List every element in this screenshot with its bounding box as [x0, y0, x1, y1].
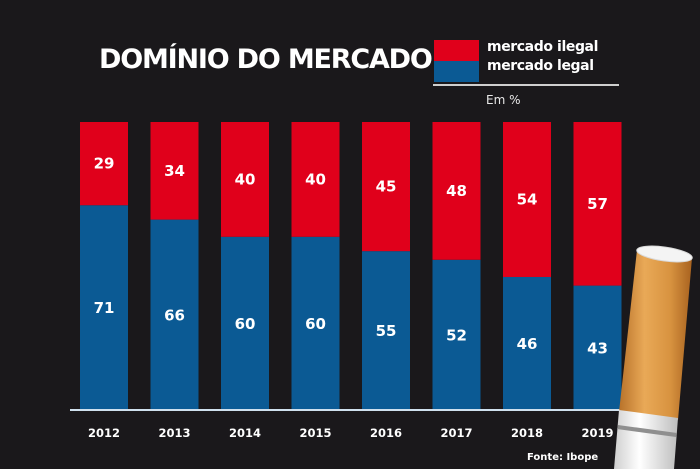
label-ilegal-2018: 54 — [517, 190, 538, 208]
cigarette-band — [617, 425, 677, 437]
source-note: Fonte: Ibope — [527, 452, 599, 463]
bar-legal-2018 — [503, 276, 551, 409]
bar-legal-2015 — [291, 236, 340, 409]
legend-divider — [433, 84, 619, 86]
bar-legal-2012 — [80, 205, 128, 409]
x-tick-2013: 2013 — [158, 426, 190, 440]
legend-label-legal: mercado legal — [487, 58, 594, 74]
legend-swatch-legal — [434, 61, 479, 82]
label-legal-2013: 66 — [164, 306, 185, 324]
bar-legal-2013 — [150, 219, 199, 409]
label-ilegal-2013: 34 — [164, 162, 185, 180]
bar-ilegal-2017 — [432, 122, 481, 260]
label-legal-2015: 60 — [305, 315, 326, 333]
bar-ilegal-2012 — [80, 122, 128, 206]
x-tick-2019: 2019 — [581, 426, 613, 440]
bar-ilegal-2014 — [221, 122, 269, 237]
cigarette-tip — [636, 245, 693, 263]
x-tick-2015: 2015 — [299, 426, 331, 440]
unit-label: Em % — [486, 93, 521, 107]
x-tick-2018: 2018 — [511, 426, 543, 440]
label-ilegal-2012: 29 — [94, 155, 115, 173]
bar-legal-2016 — [362, 251, 410, 409]
chart-title: DOMÍNIO DO MERCADO — [99, 44, 433, 75]
label-legal-2014: 60 — [235, 315, 256, 333]
bar-ilegal-2013 — [150, 122, 199, 220]
label-ilegal-2015: 40 — [305, 170, 326, 188]
x-tick-2017: 2017 — [440, 426, 472, 440]
label-ilegal-2014: 40 — [235, 170, 256, 188]
label-legal-2018: 46 — [517, 335, 538, 353]
legend-label-ilegal: mercado ilegal — [487, 39, 599, 55]
label-legal-2019: 43 — [587, 339, 608, 357]
bar-legal-2017 — [432, 259, 481, 409]
x-tick-2014: 2014 — [229, 426, 261, 440]
label-legal-2016: 55 — [376, 322, 397, 340]
label-legal-2017: 52 — [446, 326, 467, 344]
x-tick-2016: 2016 — [370, 426, 402, 440]
label-legal-2012: 71 — [94, 299, 115, 317]
bar-legal-2014 — [221, 236, 269, 409]
cigarette-illustration — [614, 245, 693, 469]
x-tick-2012: 2012 — [88, 426, 120, 440]
bar-ilegal-2019 — [573, 122, 622, 286]
cigarette-paper — [614, 410, 678, 469]
label-ilegal-2019: 57 — [587, 195, 608, 213]
cigarette-filter — [619, 250, 692, 420]
label-ilegal-2017: 48 — [446, 182, 467, 200]
bar-ilegal-2016 — [362, 122, 410, 252]
label-ilegal-2016: 45 — [376, 178, 397, 196]
bar-ilegal-2018 — [503, 122, 551, 277]
legend-swatch-ilegal — [434, 40, 479, 61]
bar-legal-2019 — [573, 285, 622, 409]
bar-ilegal-2015 — [291, 122, 340, 237]
